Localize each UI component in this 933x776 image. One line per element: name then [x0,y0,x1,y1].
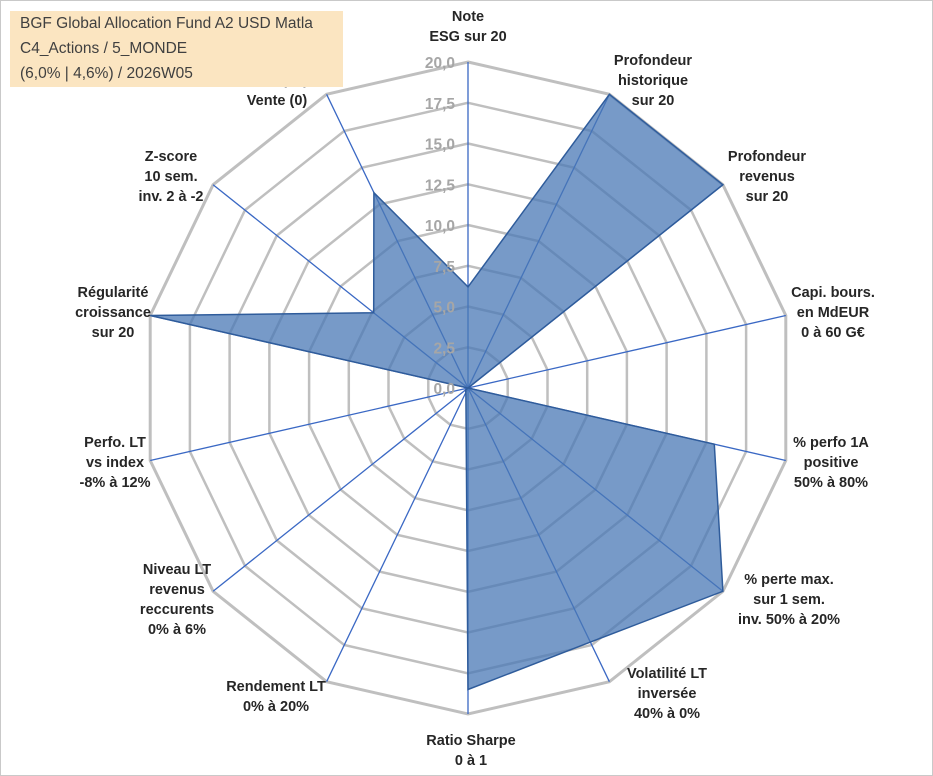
radial-tick-label: 17,5 [425,96,456,113]
axis-label: Perfo. LT vs index -8% à 12% [80,435,151,491]
chart-title-box: BGF Global Allocation Fund A2 USD Matla … [10,11,343,87]
axis-label: Z-score 10 sem. inv. 2 à -2 [138,149,203,205]
axis-label: Ratio Sharpe 0 à 1 [426,733,515,769]
axis-label: Régularité croissance sur 20 [75,285,151,341]
axis-label: % perfo 1A positive 50% à 80% [793,435,869,491]
radial-tick-label: 0,0 [433,381,455,398]
axis-spoke [150,387,469,462]
radial-tick-label: 20,0 [425,55,455,72]
axis-label: Niveau LT revenus reccurents 0% à 6% [140,562,214,638]
axis-spoke [326,387,469,682]
radial-tick-label: 7,5 [433,259,455,276]
axis-spoke [212,387,469,592]
axis-spoke [467,314,786,389]
radar-series [150,93,725,691]
axis-label: Profondeur historique sur 20 [614,53,692,109]
radial-tick-label: 15,0 [425,137,455,154]
axis-labels: Note ESG sur 20 Profondeur historique sur 20… [75,9,875,769]
radial-tick-label: 5,0 [433,300,455,317]
radial-tick-label: 10,0 [425,218,455,235]
radial-tick-label: 2,5 [433,340,455,357]
axis-label: Capi. bours. en MdEUR 0 à 60 G€ [791,285,875,341]
axis-label: Profondeur revenus sur 20 [728,149,806,205]
radial-tick-label: 12,5 [425,177,456,194]
chart-title-category: C4_Actions / 5_MONDE [20,40,188,57]
radial-tick-labels: 0,0 2,5 5,0 7,5 10,0 12,5 15,0 17,5 20,0 [425,55,456,398]
axis-label: Rendement LT 0% à 20% [226,679,326,715]
chart-title-stats: (6,0% | 4,6%) / 2026W05 [20,65,193,82]
axis-label: % perte max. sur 1 sem. inv. 50% à 20% [738,572,840,628]
chart-title-fund-name: BGF Global Allocation Fund A2 USD Matla [20,15,313,32]
axis-label: Note ESG sur 20 [429,9,506,45]
axis-label: Volatilité LT inversée 40% à 0% [627,666,707,722]
